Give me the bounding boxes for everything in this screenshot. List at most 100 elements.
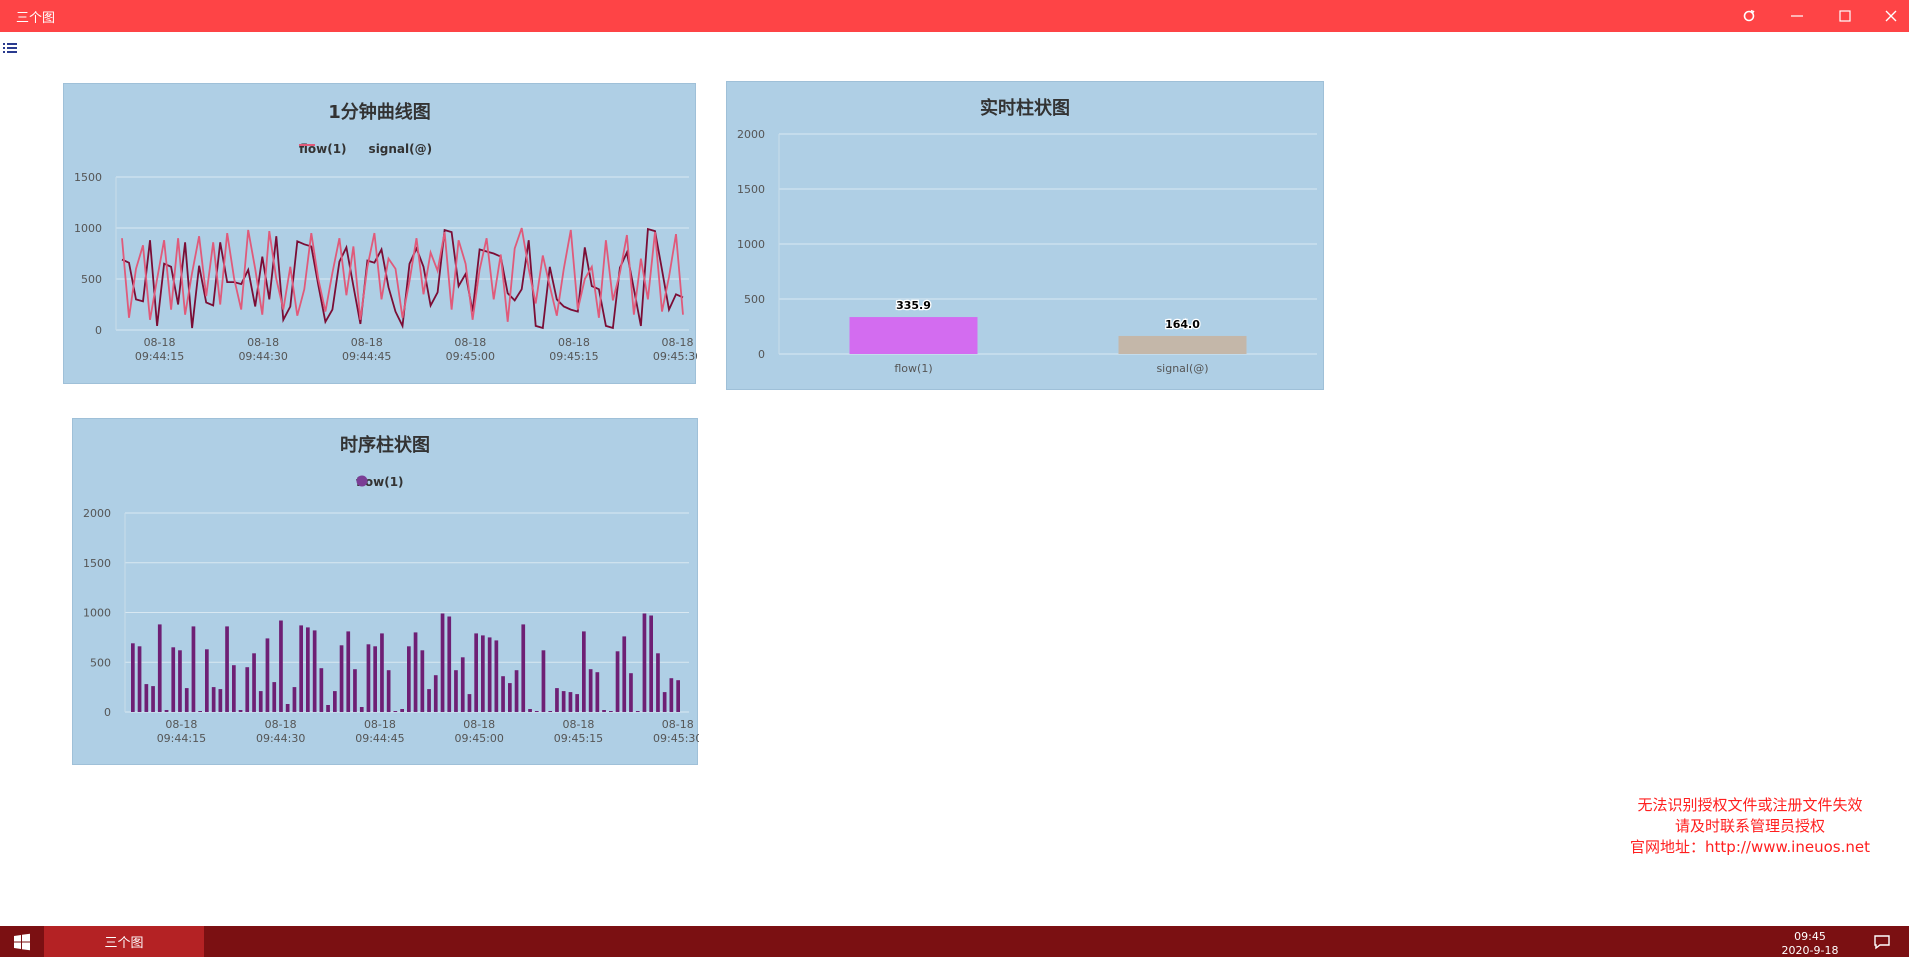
time-bar-y-tick-label: 500 (90, 656, 111, 669)
time-bar-x-tick-date: 08-18 (165, 718, 197, 731)
legend-item-flow-bar[interactable]: flow(1) (356, 475, 404, 489)
close-button[interactable] (1877, 6, 1905, 26)
time-bar-x-tick-time: 09:44:45 (355, 732, 404, 745)
time-bar-23 (285, 704, 290, 712)
time-bar-27 (312, 630, 317, 712)
time-bar-y-tick-label: 1500 (83, 557, 111, 570)
maximize-button[interactable] (1831, 6, 1859, 26)
notification-button[interactable] (1872, 932, 1892, 952)
line-chart-x-tick-time: 09:45:00 (446, 350, 495, 363)
time-bar-y-tick-label: 1000 (83, 607, 111, 620)
time-bar-x-tick-time: 09:44:30 (256, 732, 305, 745)
legend-item-signal[interactable]: signal(@) (299, 142, 433, 156)
time-bar-60 (534, 711, 539, 712)
realtime-bar-y-tick-label: 500 (744, 293, 765, 306)
time-bar-81 (676, 680, 680, 712)
taskbar-time: 09:45 (1794, 930, 1826, 943)
time-bar-39 (393, 711, 398, 712)
time-bar-38 (386, 670, 391, 712)
menu-button[interactable] (2, 40, 18, 54)
time-bar-65 (568, 692, 573, 712)
time-bar-1 (137, 646, 142, 712)
time-bar-76 (642, 613, 647, 712)
line-chart-x-tick-date: 08-18 (144, 336, 176, 349)
time-bar-18 (252, 653, 256, 712)
taskbar-app-label: 三个图 (104, 936, 144, 951)
time-bar-33 (353, 669, 357, 712)
time-bar-48 (454, 670, 458, 712)
time-bar-x-tick-date: 08-18 (562, 718, 594, 731)
realtime-bar-value-label: 335.9 (896, 299, 931, 312)
time-bar-panel: 时序柱状图 flow(1) 0 500 1000 1500 2000 08-18 09:44… (72, 418, 699, 766)
time-bar-y-tick-label: 2000 (83, 507, 111, 520)
time-bar-14 (225, 626, 229, 712)
line-chart-plot[interactable]: 05001000150008-1809:44:1508-1809:44:3008… (64, 84, 697, 385)
time-bar-58 (521, 624, 526, 712)
time-bar-plot[interactable]: 050010001500200008-1809:44:1508-1809:44:… (73, 419, 699, 766)
title-bar: 三个图 (0, 0, 1909, 32)
chat-icon (1874, 935, 1890, 950)
time-bar-63 (555, 688, 559, 712)
license-warning-line3[interactable]: 官网地址：http://www.ineuos.net (1630, 838, 1870, 856)
time-bar-56 (508, 683, 512, 712)
time-bar-67 (582, 631, 586, 712)
time-bar-9 (191, 626, 196, 712)
line-chart-x-tick-time: 09:45:15 (549, 350, 598, 363)
realtime-bar-category-label: signal(@) (1156, 362, 1208, 375)
time-bar-42 (413, 632, 418, 712)
time-bar-29 (326, 705, 330, 712)
line-chart-y-tick-label: 0 (95, 324, 102, 337)
line-chart-y-tick-label: 1500 (74, 171, 102, 184)
time-bar-61 (541, 650, 546, 712)
time-bar-68 (588, 669, 593, 712)
line-chart-x-tick-date: 08-18 (247, 336, 279, 349)
time-bar-24 (292, 687, 297, 712)
time-bar-17 (245, 667, 250, 712)
time-bar-75 (635, 711, 640, 712)
time-bar-title: 时序柱状图 (340, 435, 430, 456)
time-bar-x-tick-date: 08-18 (463, 718, 495, 731)
time-bar-40 (400, 709, 404, 712)
time-bar-66 (575, 694, 579, 712)
time-bar-79 (662, 692, 667, 712)
start-button[interactable] (0, 926, 44, 957)
time-bar-35 (366, 644, 371, 712)
time-bar-31 (339, 645, 344, 712)
taskbar: 三个图 09:45 2020-9-18 (0, 926, 1909, 957)
legend-label-flow-bar: flow(1) (356, 475, 404, 489)
line-chart-x-tick-date: 08-18 (662, 336, 694, 349)
realtime-bar-value-label: 164.0 (1165, 318, 1200, 331)
line-chart-x-tick-date: 08-18 (454, 336, 486, 349)
taskbar-date: 2020-9-18 (1781, 944, 1839, 957)
line-chart-x-tick-date: 08-18 (558, 336, 590, 349)
realtime-bar-0 (849, 317, 978, 354)
time-bar-x-tick-time: 09:45:15 (554, 732, 603, 745)
time-bar-21 (272, 682, 277, 712)
time-bar-13 (218, 689, 223, 712)
legend-dot-flow (356, 475, 368, 487)
taskbar-app-button[interactable]: 三个图 (44, 926, 204, 957)
license-warning-line2: 请及时联系管理员授权 (1674, 817, 1825, 835)
realtime-bar-y-tick-label: 0 (758, 348, 765, 361)
taskbar-clock[interactable]: 09:45 2020-9-18 (1775, 930, 1845, 958)
time-bar-22 (279, 620, 283, 712)
time-bar-74 (629, 673, 633, 712)
line-chart-legend: flow(1) signal(@) (299, 142, 432, 156)
time-bar-73 (622, 636, 627, 712)
legend-label-signal: signal(@) (368, 142, 433, 156)
realtime-bar-plot[interactable]: 0 500 1000 1500 2000 335.9 flow(1) 164.0 signal(… (727, 82, 1325, 391)
realtime-bar-title: 实时柱状图 (980, 98, 1070, 119)
time-bar-37 (380, 633, 384, 712)
minimize-button[interactable] (1783, 6, 1811, 26)
time-bar-19 (258, 691, 263, 712)
line-chart-x-tick-time: 09:44:45 (342, 350, 391, 363)
refresh-button[interactable] (1735, 6, 1763, 26)
line-chart-x-tick-date: 08-18 (351, 336, 383, 349)
time-bar-x-tick-date: 08-18 (265, 718, 297, 731)
line-chart-y-tick-label: 500 (81, 273, 102, 286)
time-bar-3 (151, 686, 155, 712)
time-bar-55 (501, 676, 505, 712)
time-bar-44 (427, 689, 431, 712)
realtime-bar-panel: 实时柱状图 0 500 1000 1500 2000 335.9 flow(1) 164.0 s… (726, 81, 1324, 390)
legend-line-signal (299, 144, 315, 146)
